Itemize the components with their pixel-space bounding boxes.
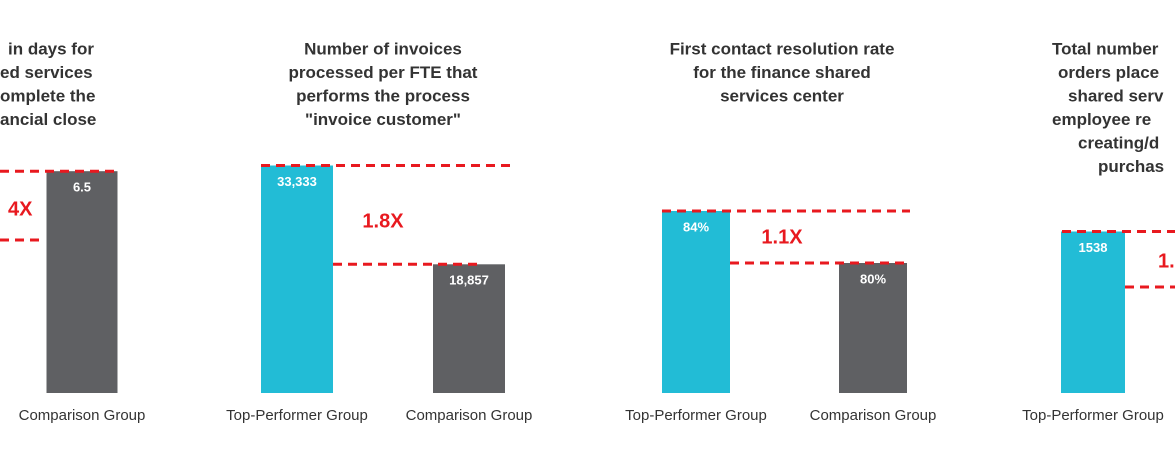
bar (261, 165, 333, 393)
category-label: Top-Performer Group (625, 407, 767, 424)
ratio-label: 4X (8, 198, 33, 220)
chart-title: employee re (1052, 110, 1151, 129)
chart-title: creating/d (1078, 133, 1159, 152)
chart-title: performs the process (296, 86, 470, 105)
chart-title: processed per FTE that (289, 63, 478, 82)
category-label: Comparison Group (406, 407, 533, 424)
chart-title: purchas (1098, 157, 1164, 176)
bar (433, 264, 505, 393)
chart-title: shared serv (1068, 86, 1164, 105)
chart-title: First contact resolution rate (670, 39, 895, 58)
chart-title: omplete the (0, 86, 95, 105)
value-label: 80% (860, 271, 886, 286)
category-label: Top-Performer Group (226, 407, 368, 424)
chart-title: Number of invoices (304, 39, 462, 58)
category-label: Top-Performer Group (1022, 407, 1164, 424)
ratio-label: 1. (1158, 250, 1175, 272)
bar (46, 171, 118, 393)
chart-title: "invoice customer" (305, 110, 461, 129)
chart-title: orders place (1058, 63, 1159, 82)
value-label: 6.5 (73, 180, 91, 195)
ratio-label: 1.1X (761, 226, 803, 248)
value-label: 84% (683, 219, 709, 234)
value-label: 18,857 (449, 273, 489, 288)
chart-title: in days for (8, 39, 94, 58)
chart-title: for the finance shared (693, 63, 871, 82)
bar (839, 263, 907, 393)
value-label: 33,333 (277, 174, 317, 189)
chart-title: Total number (1052, 39, 1159, 58)
ratio-label: 1.8X (362, 210, 404, 232)
category-label: Comparison Group (810, 407, 937, 424)
bar (662, 211, 730, 393)
chart-title: services center (720, 86, 844, 105)
value-label: 1538 (1079, 240, 1108, 255)
chart-title: ancial close (0, 110, 96, 129)
chart-title: ed services (0, 63, 93, 82)
bar (1061, 231, 1125, 393)
category-label: Comparison Group (19, 407, 146, 424)
